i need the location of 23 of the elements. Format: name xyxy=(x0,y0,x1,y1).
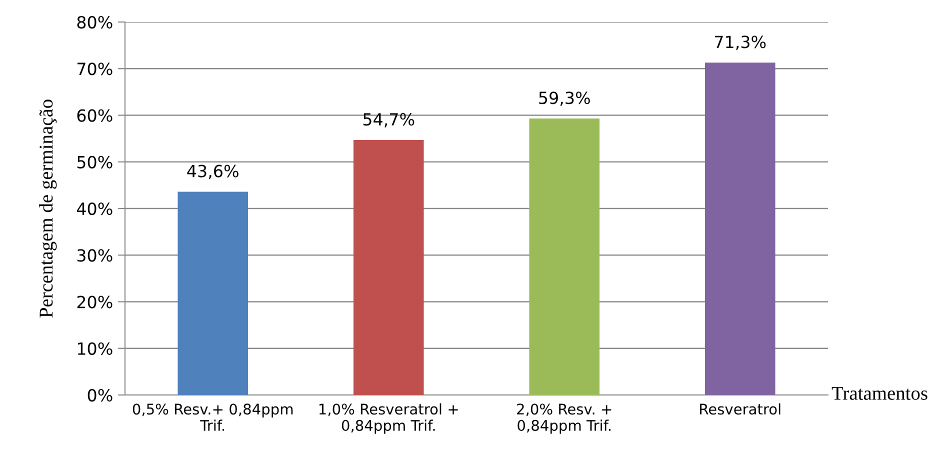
y-tick-label: 50% xyxy=(77,156,112,168)
y-tick-label: 30% xyxy=(77,249,112,262)
y-tick-label: 10% xyxy=(78,342,112,355)
x-tick-label: 2,0% Resv. + 0,84ppm Trif. xyxy=(517,404,612,434)
y-tick-label: 0% xyxy=(88,388,112,402)
data-label: 71,3% xyxy=(715,36,766,50)
bar xyxy=(704,62,776,395)
data-label: 59,3% xyxy=(539,92,590,106)
x-tick-label: 0,5% Resv.+ 0,84ppm Trif. xyxy=(132,404,293,431)
x-axis-title: Tratamentos xyxy=(832,386,928,400)
bar xyxy=(178,192,248,395)
data-label: 43,6% xyxy=(187,164,238,180)
y-tick-label: 70% xyxy=(78,62,112,76)
bar xyxy=(529,118,600,395)
x-tick-label: Resveratrol xyxy=(700,403,780,415)
data-label: 54,7% xyxy=(363,113,414,128)
y-tick-label: 40% xyxy=(76,202,112,216)
y-tick-label: 60% xyxy=(77,109,112,122)
y-axis-title: Percentagem de germinação xyxy=(39,100,57,318)
y-tick-label: 20% xyxy=(77,296,112,308)
x-tick-label: 1,0% Resveratrol + 0,84ppm Trif. xyxy=(319,403,458,434)
bar xyxy=(353,140,424,395)
y-tick-label: 80% xyxy=(77,16,112,29)
